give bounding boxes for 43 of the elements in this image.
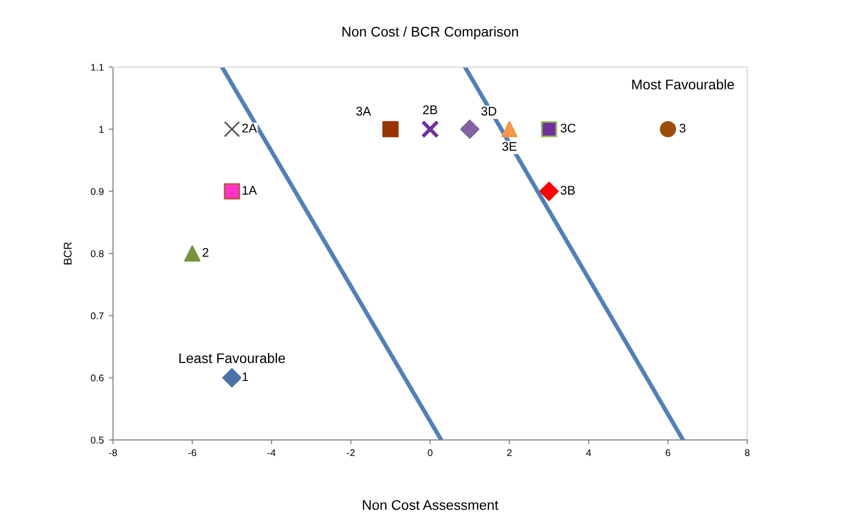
y-axis-title: BCR — [64, 242, 72, 264]
series-label: 3D — [481, 106, 496, 116]
series-label: 1A — [242, 186, 257, 195]
x-tick-label: -6 — [188, 449, 196, 456]
point — [184, 245, 200, 262]
point — [222, 368, 242, 388]
point — [224, 121, 240, 138]
point — [660, 121, 676, 138]
y-tick-label: 0.9 — [90, 188, 104, 195]
x-tick-label: 8 — [744, 449, 750, 456]
point — [539, 182, 559, 201]
point — [460, 120, 480, 139]
y-tick-label: 0.8 — [90, 250, 104, 258]
point — [501, 121, 518, 138]
x-tick-label: -8 — [109, 449, 117, 456]
series-label: 3B — [560, 186, 575, 195]
x-tick-label: -2 — [346, 449, 355, 456]
y-tick-label: 0.5 — [90, 436, 104, 444]
point — [540, 121, 558, 138]
x-tick-label: 6 — [666, 449, 670, 456]
annotation: Least Favourable — [179, 352, 285, 364]
y-tick-label: 1 — [99, 126, 104, 133]
point — [421, 120, 440, 138]
y-tick-label: 0.6 — [90, 374, 104, 382]
x-tick-label: 4 — [586, 449, 592, 456]
series-label: 3 — [680, 124, 686, 133]
x-tick-label: 0 — [428, 449, 432, 456]
y-tick-label: 0.7 — [90, 312, 104, 320]
series-label: 3E — [502, 142, 517, 151]
series-label: 2 — [202, 248, 208, 257]
series-label: 2B — [423, 105, 438, 114]
series-label: 3C — [560, 124, 576, 133]
annotation: Most Favourable — [632, 79, 734, 90]
x-tick-label: 2 — [507, 449, 512, 456]
point — [382, 121, 399, 138]
y-tick-label: 1.1 — [91, 64, 104, 71]
chart-title: Non Cost / BCR Comparison — [342, 26, 518, 40]
x-tick-label: -4 — [268, 449, 276, 456]
point — [224, 183, 240, 200]
series-label: 1 — [242, 372, 248, 382]
series-label: 3A — [356, 106, 372, 116]
x-axis-title: Non Cost Assessment — [362, 500, 498, 510]
series-label: 2A — [242, 124, 257, 132]
